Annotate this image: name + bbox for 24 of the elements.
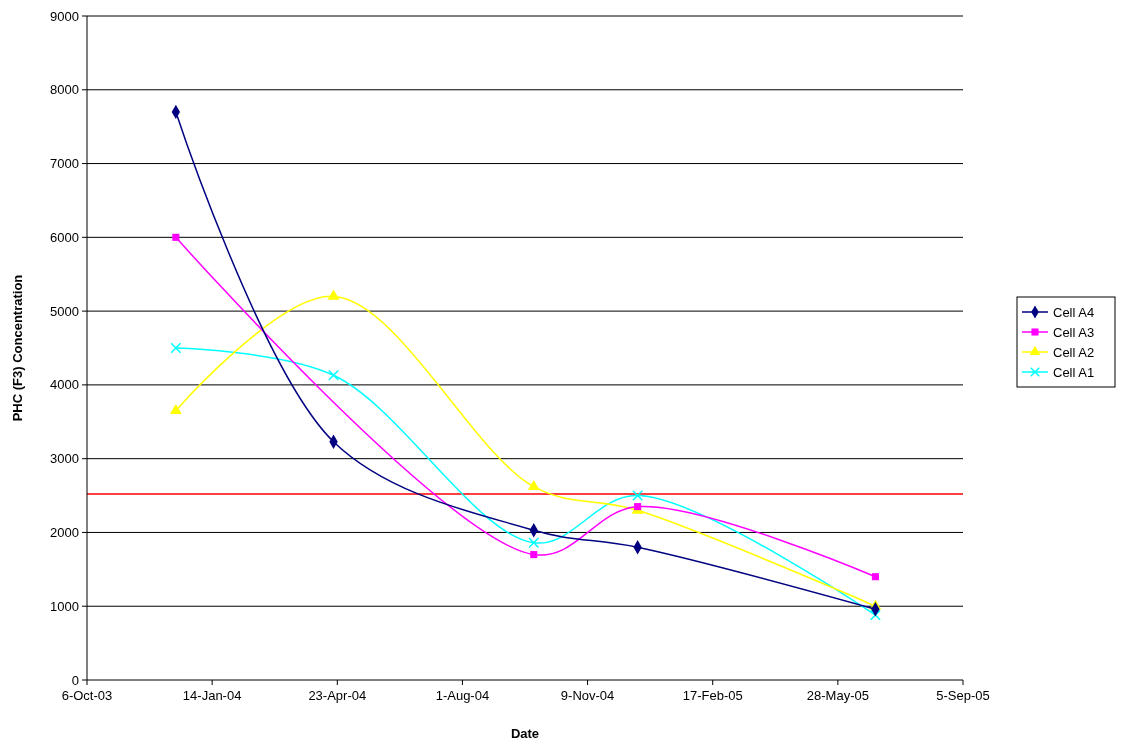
y-tick-label: 0 <box>71 672 79 688</box>
x-tick-label: 17-Feb-05 <box>682 688 743 703</box>
y-tick-label: 9000 <box>50 8 79 24</box>
y-tick-label: 5000 <box>50 303 79 319</box>
legend-label: Cell A3 <box>1053 324 1095 340</box>
legend-label: Cell A2 <box>1053 344 1095 360</box>
y-tick-label: 1000 <box>50 598 79 614</box>
x-tick-label: 9-Nov-04 <box>560 688 615 703</box>
x-tick-label: 23-Apr-04 <box>308 688 367 703</box>
y-tick-label: 3000 <box>50 451 79 467</box>
x-tick-label: 28-May-05 <box>806 688 869 703</box>
y-tick-label: 2000 <box>50 524 79 540</box>
x-axis-title: Date <box>510 726 540 741</box>
y-axis-title: PHC (F3) Concentration <box>10 274 25 422</box>
x-tick-label: 14-Jan-04 <box>182 688 242 703</box>
legend-label: Cell A1 <box>1053 364 1095 380</box>
x-tick-label: 5-Sep-05 <box>936 688 990 703</box>
y-tick-label: 6000 <box>50 229 79 245</box>
y-tick-label: 8000 <box>50 82 79 98</box>
y-tick-label: 4000 <box>50 377 79 393</box>
x-tick-label: 6-Oct-03 <box>61 688 113 703</box>
x-tick-label: 1-Aug-04 <box>435 688 490 703</box>
y-tick-label: 7000 <box>50 156 79 172</box>
legend-label: Cell A4 <box>1053 304 1095 320</box>
